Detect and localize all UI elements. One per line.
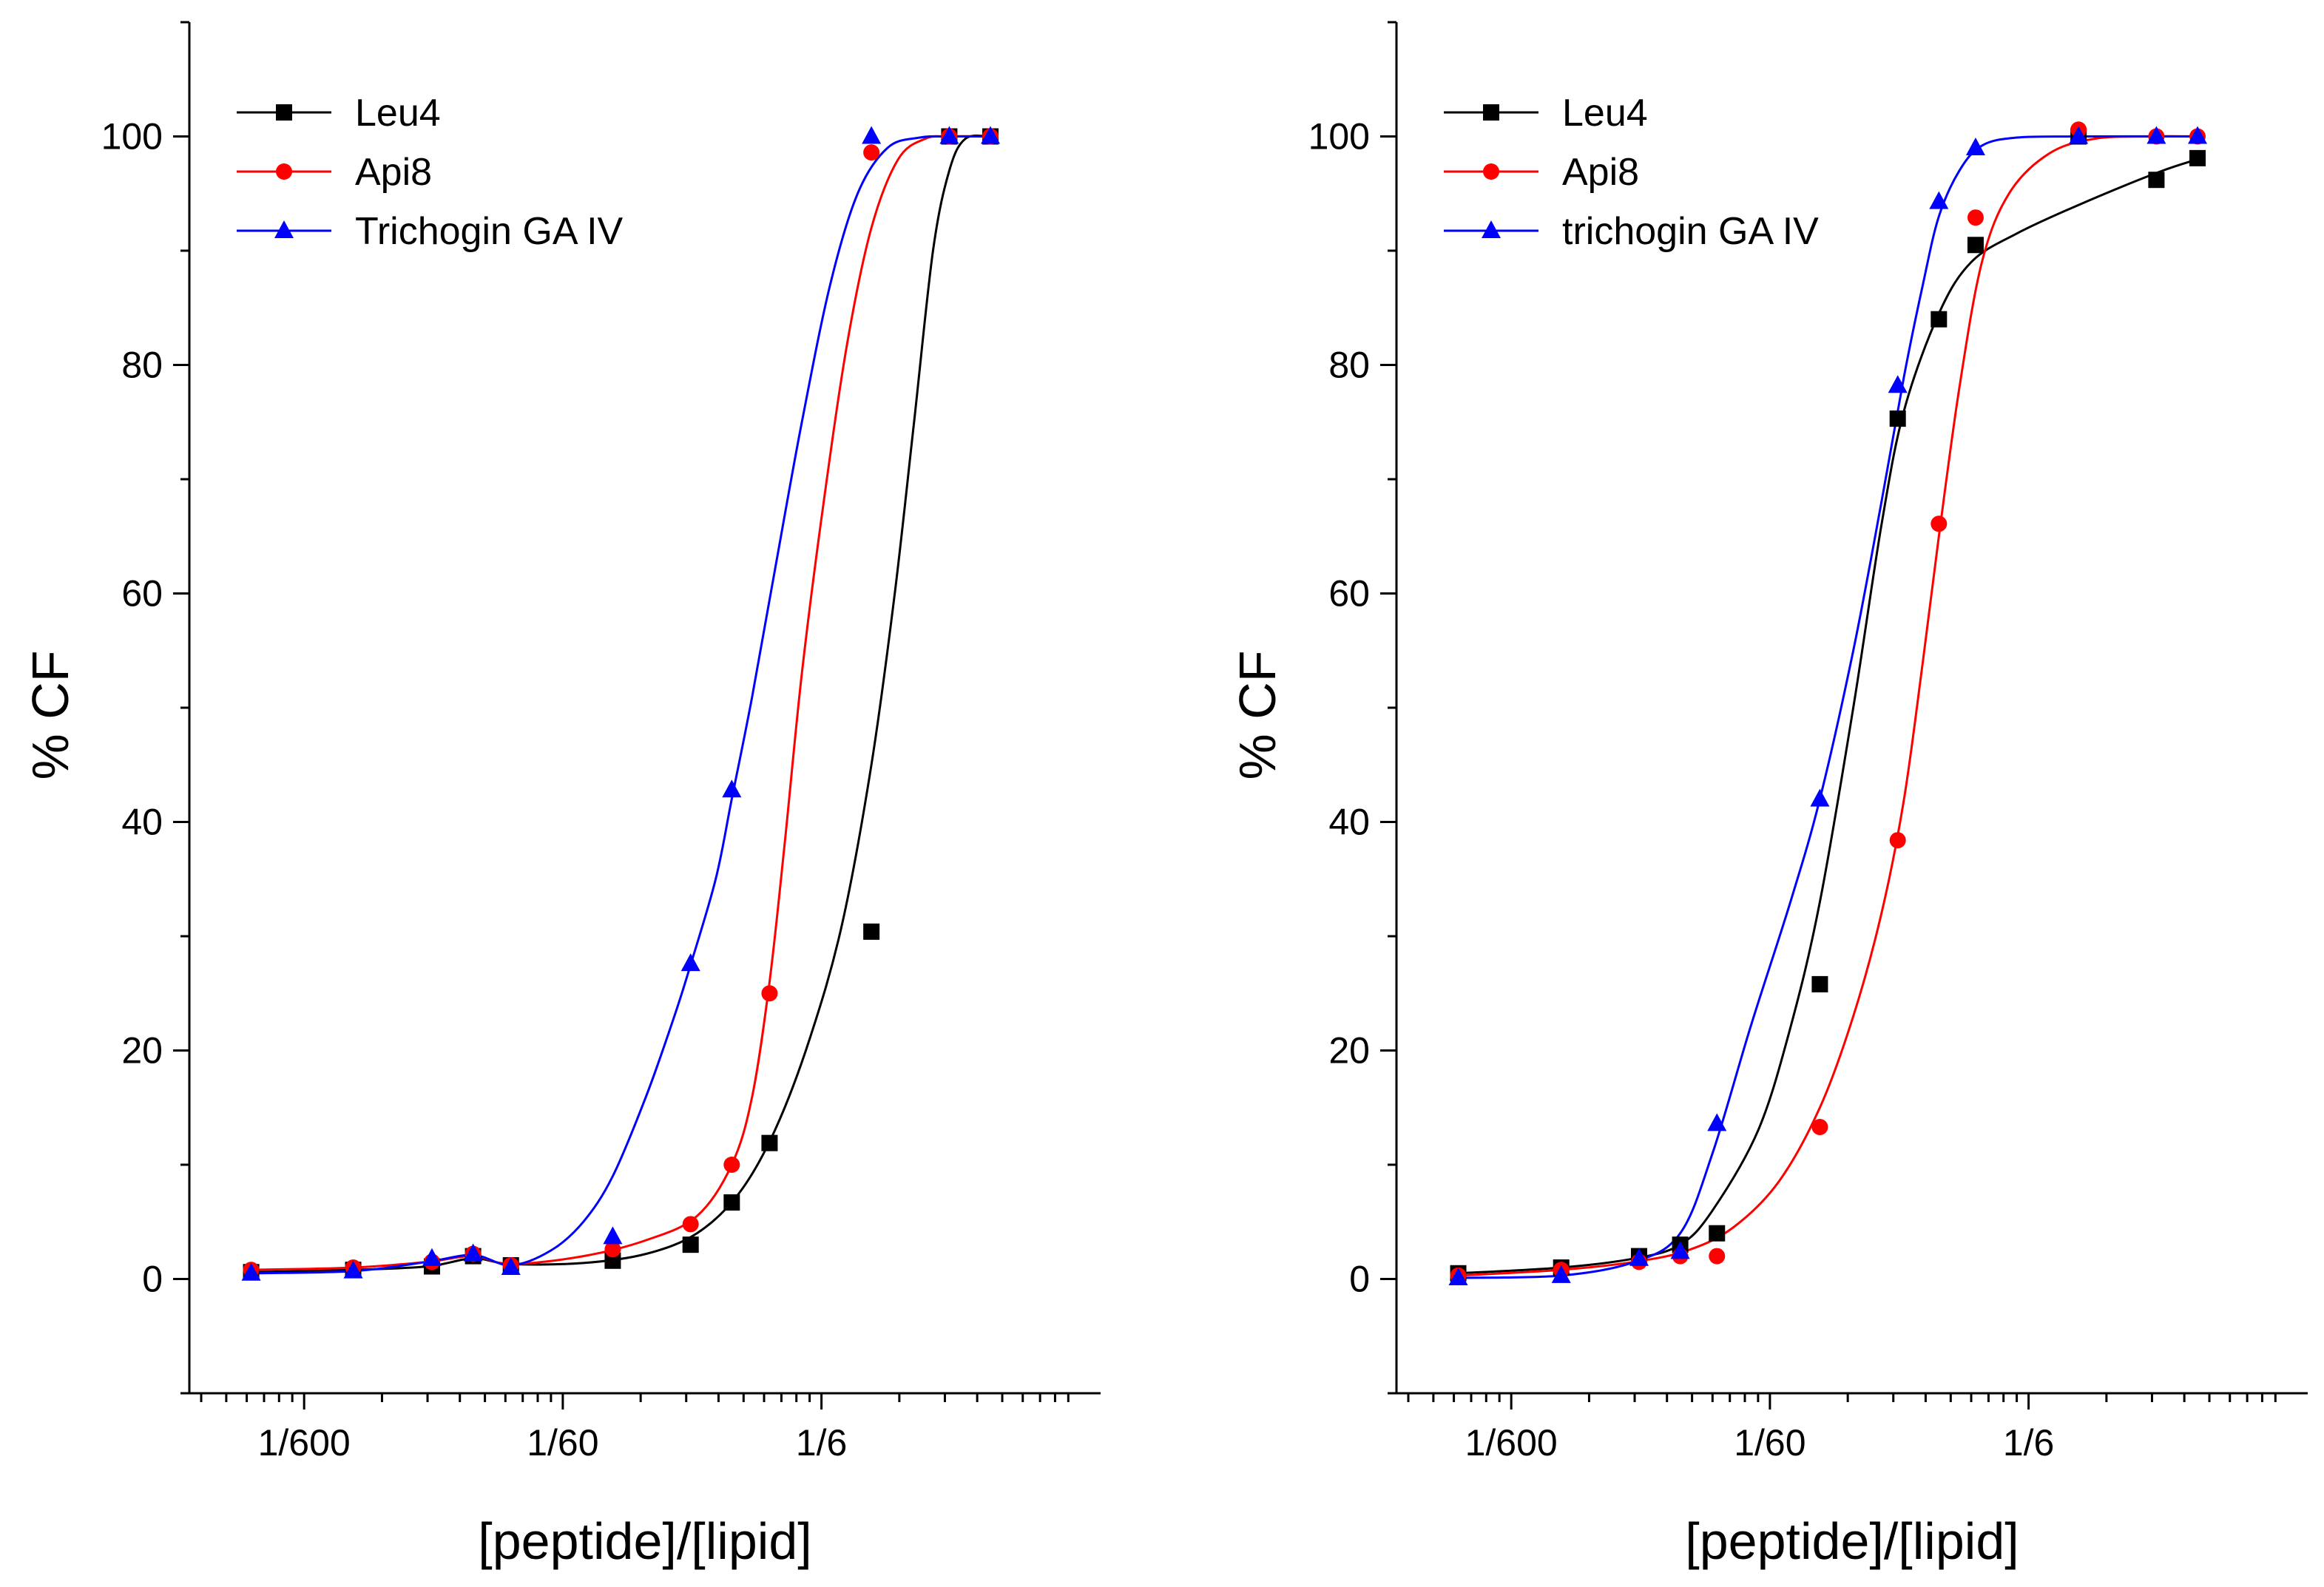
data-point	[680, 953, 700, 972]
chart-panel-left: 0 20 40 60 80 100 1/600 1/60 1/6 [peptide]/[lipid…	[21, 21, 1101, 1570]
data-point	[603, 1226, 623, 1245]
data-point	[1810, 788, 1830, 807]
data-point	[2189, 149, 2206, 166]
legend-marker	[1482, 220, 1501, 238]
legend-label: trichogin GA IV	[1562, 210, 1819, 253]
fit-curve-trichogin-ga-iv	[1458, 135, 2198, 1279]
y-tick-label: 40	[121, 802, 163, 843]
y-tick-label: 100	[1308, 116, 1370, 158]
data-point	[1967, 237, 1984, 254]
fit-curve-leu4	[251, 134, 991, 1273]
series-trichogin-ga-iv	[241, 126, 1001, 1281]
y-tick-label: 60	[121, 573, 163, 615]
data-point	[422, 1248, 442, 1266]
data-point	[501, 1257, 521, 1276]
x-tick-label: 1/60	[527, 1422, 598, 1464]
data-point	[2146, 126, 2166, 144]
series-trichogin-ga-iv	[1448, 126, 2208, 1285]
data-point	[1931, 515, 1948, 532]
data-point	[682, 1216, 699, 1233]
legend-marker	[1483, 104, 1499, 121]
x-tick-label: 1/60	[1734, 1422, 1806, 1464]
data-point	[1707, 1113, 1727, 1131]
legend-label: Api8	[1562, 151, 1639, 194]
data-point	[1670, 1241, 1690, 1259]
series-leu4	[243, 128, 999, 1281]
legend-label: Leu4	[355, 92, 441, 135]
data-point	[1967, 209, 1984, 226]
series-api8	[1450, 121, 2206, 1284]
fit-curve-leu4	[1458, 158, 2198, 1275]
data-point	[862, 126, 882, 144]
x-tick-label: 1/6	[796, 1422, 848, 1464]
y-axis-title: % CF	[21, 651, 79, 780]
series-api8	[243, 128, 999, 1279]
fit-curve-trichogin-ga-iv	[251, 135, 991, 1275]
y-tick-label: 100	[101, 116, 163, 158]
legend: Leu4 Api8 trichogin GA IV	[1444, 92, 1819, 253]
data-point	[1888, 375, 1908, 393]
legend-marker	[274, 220, 294, 238]
data-point	[1965, 137, 1985, 155]
data-point	[1709, 1225, 1726, 1242]
data-point	[343, 1260, 363, 1279]
data-point	[2188, 126, 2208, 144]
y-tick-label: 0	[1349, 1259, 1370, 1300]
fit-curve-api8	[1458, 135, 2198, 1277]
x-tick-label: 1/600	[1465, 1422, 1558, 1464]
data-point	[241, 1262, 261, 1281]
data-point	[1448, 1267, 1468, 1285]
data-point	[1889, 832, 1906, 849]
y-tick-label: 20	[121, 1030, 163, 1072]
data-point	[722, 779, 742, 798]
data-point	[939, 126, 959, 144]
y-tick-label: 80	[121, 345, 163, 386]
data-point	[682, 1236, 699, 1253]
data-point	[1811, 975, 1828, 992]
legend-label: Api8	[355, 151, 432, 194]
chart-panel-right: 0 20 40 60 80 100 1/600 1/60 1/6 [peptide]/[lipid…	[1229, 21, 2308, 1570]
x-axis-title: [peptide]/[lipid]	[478, 1512, 811, 1570]
data-point	[2069, 126, 2089, 144]
legend: Leu4 Api8 Trichogin GA IV	[237, 92, 624, 253]
x-tick-label: 1/600	[258, 1422, 351, 1464]
data-point	[1889, 410, 1906, 427]
data-point	[1629, 1248, 1649, 1266]
y-axis-title: % CF	[1229, 651, 1286, 780]
x-axis-title: [peptide]/[lipid]	[1685, 1512, 2019, 1570]
data-point	[723, 1194, 740, 1211]
y-tick-label: 0	[142, 1259, 163, 1300]
data-point	[1811, 1119, 1828, 1136]
data-point	[863, 144, 880, 161]
series-leu4	[1450, 128, 2206, 1282]
y-tick-label: 20	[1328, 1030, 1370, 1072]
data-point	[463, 1243, 483, 1262]
data-point	[1929, 191, 1949, 209]
data-point	[604, 1252, 621, 1269]
data-point	[761, 985, 778, 1002]
data-point	[761, 1134, 778, 1151]
data-point	[604, 1241, 621, 1258]
legend-label: Leu4	[1562, 92, 1648, 135]
legend-marker	[1483, 163, 1499, 180]
data-point	[723, 1157, 740, 1173]
y-tick-label: 60	[1328, 573, 1370, 615]
data-point	[981, 126, 1001, 144]
data-point	[1931, 311, 1948, 328]
y-tick-label: 80	[1328, 345, 1370, 386]
legend-marker	[276, 104, 292, 121]
legend-marker	[276, 163, 292, 180]
data-point	[1709, 1248, 1726, 1265]
legend-label: Trichogin GA IV	[355, 210, 624, 253]
y-tick-label: 40	[1328, 802, 1370, 843]
data-point	[863, 923, 880, 940]
data-point	[2148, 172, 2165, 189]
x-tick-label: 1/6	[2003, 1422, 2055, 1464]
data-point	[1551, 1265, 1571, 1283]
